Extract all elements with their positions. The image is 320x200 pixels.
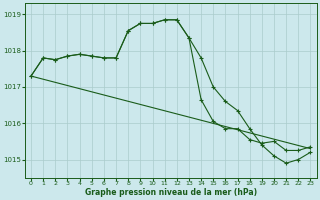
X-axis label: Graphe pression niveau de la mer (hPa): Graphe pression niveau de la mer (hPa) <box>85 188 257 197</box>
